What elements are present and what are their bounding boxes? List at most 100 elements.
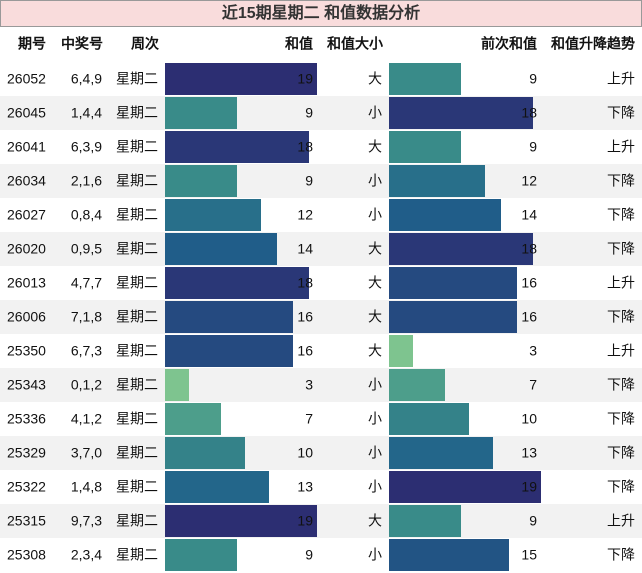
cell: 下降: [607, 207, 635, 223]
cell: 小: [368, 547, 382, 563]
cell: 25322: [7, 479, 46, 495]
cell: 6,3,9: [71, 139, 102, 155]
cell: 星期二: [116, 343, 158, 359]
cell: 26034: [7, 173, 46, 189]
cell: 26027: [7, 207, 46, 223]
cell: 18: [521, 105, 537, 121]
cell: 9: [529, 513, 537, 529]
cell: 13: [297, 479, 313, 495]
cell: 小: [368, 445, 382, 461]
cell: 14: [521, 207, 537, 223]
cell: 大: [368, 309, 382, 325]
cell: 25308: [7, 547, 46, 563]
cell: 10: [521, 411, 537, 427]
cell: 13: [521, 445, 537, 461]
cell: 26020: [7, 241, 46, 257]
cell: 下降: [607, 105, 635, 121]
cell: 4,1,2: [71, 411, 102, 427]
cell: 2,3,4: [71, 547, 102, 563]
value-bar: [165, 505, 317, 537]
column-header: 前次和值: [481, 36, 537, 52]
cell: 星期二: [116, 547, 158, 563]
cell: 6,7,3: [71, 343, 102, 359]
cell: 6,4,9: [71, 71, 102, 87]
cell: 9: [305, 173, 313, 189]
value-bar: [165, 471, 269, 503]
cell: 16: [297, 343, 313, 359]
cell: 大: [368, 343, 382, 359]
cell: 9: [529, 71, 537, 87]
cell: 2,1,6: [71, 173, 102, 189]
column-header: 中奖号: [61, 36, 103, 52]
value-bar: [165, 131, 309, 163]
column-header: 和值升降趋势: [551, 36, 635, 52]
cell: 26045: [7, 105, 46, 121]
cell: 4,7,7: [71, 275, 102, 291]
row-stripe: [0, 300, 642, 334]
cell: 0,8,4: [71, 207, 102, 223]
cell: 上升: [607, 139, 635, 155]
cell: 10: [297, 445, 313, 461]
value-bar: [165, 403, 221, 435]
cell: 19: [297, 513, 313, 529]
value-bar: [389, 471, 541, 503]
cell: 上升: [607, 275, 635, 291]
cell: 下降: [607, 377, 635, 393]
cell: 上升: [607, 513, 635, 529]
cell: 3: [529, 343, 537, 359]
row-stripe: [0, 232, 642, 266]
value-bar: [389, 267, 517, 299]
value-bar: [389, 369, 445, 401]
value-bar: [165, 199, 261, 231]
cell: 下降: [607, 173, 635, 189]
value-bar: [165, 539, 237, 571]
value-bar: [389, 233, 533, 265]
cell: 小: [368, 411, 382, 427]
cell: 下降: [607, 445, 635, 461]
cell: 9,7,3: [71, 513, 102, 529]
cell: 小: [368, 173, 382, 189]
cell: 16: [521, 309, 537, 325]
value-bar: [389, 403, 469, 435]
value-bar: [165, 369, 189, 401]
value-bar: [165, 335, 293, 367]
row-stripe: [0, 164, 642, 198]
value-bar: [165, 63, 317, 95]
cell: 星期二: [116, 173, 158, 189]
cell: 25343: [7, 377, 46, 393]
cell: 大: [368, 513, 382, 529]
row-stripe: [0, 504, 642, 538]
cell: 星期二: [116, 275, 158, 291]
cell: 小: [368, 207, 382, 223]
cell: 小: [368, 105, 382, 121]
cell: 18: [521, 241, 537, 257]
cell: 18: [297, 275, 313, 291]
cell: 星期二: [116, 207, 158, 223]
value-bar: [389, 165, 485, 197]
cell: 7: [305, 411, 313, 427]
value-bar: [165, 267, 309, 299]
column-header: 周次: [131, 36, 159, 52]
value-bar: [389, 63, 461, 95]
cell: 19: [297, 71, 313, 87]
value-bar: [389, 505, 461, 537]
cell: 星期二: [116, 377, 158, 393]
cell: 26013: [7, 275, 46, 291]
cell: 下降: [607, 547, 635, 563]
cell: 星期二: [116, 513, 158, 529]
title: 近15期星期二 和值数据分析: [222, 3, 420, 22]
value-bar: [389, 97, 533, 129]
cell: 下降: [607, 411, 635, 427]
cell: 16: [521, 275, 537, 291]
value-bar: [389, 131, 461, 163]
value-bar: [165, 97, 237, 129]
cell: 14: [297, 241, 313, 257]
value-bar: [389, 539, 509, 571]
column-header: 和值: [285, 36, 313, 52]
cell: 3,7,0: [71, 445, 102, 461]
cell: 26052: [7, 71, 46, 87]
cell: 9: [529, 139, 537, 155]
cell: 26041: [7, 139, 46, 155]
row-stripe: [0, 368, 642, 402]
cell: 26006: [7, 309, 46, 325]
